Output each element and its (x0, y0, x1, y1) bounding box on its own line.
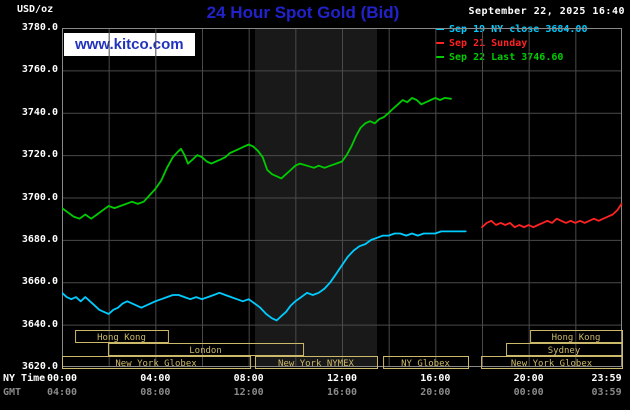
kitco-watermark-link[interactable]: www.kitco.com (64, 33, 195, 56)
legend-label: Sep 22 Last 3746.60 (449, 51, 564, 63)
session-box (254, 356, 378, 369)
x-axis-tick-label-ny: 08:00 (233, 373, 264, 384)
legend-dash-icon (436, 42, 444, 44)
y-axis-tick-label: 3760.0 (21, 64, 58, 76)
session-label: Sydney (548, 346, 581, 356)
plot-border (62, 28, 622, 367)
x-axis-timezone-label-ny: NY Time (3, 373, 46, 384)
session-label: New York Globex (511, 359, 593, 369)
x-axis-tick-label-gmt: 00:00 (513, 387, 544, 398)
y-axis-tick-label: 3700.0 (21, 191, 58, 203)
x-axis-tick-label-gmt: 03:59 (591, 387, 622, 398)
x-axis-labels-gmt: 04:00 08:00 12:00 16:00 20:00 00:00 03:59 (0, 387, 630, 399)
x-axis-tick-label-ny: 20:00 (513, 373, 544, 384)
y-axis-tick-label: 3780.0 (21, 22, 58, 33)
session-box (506, 343, 623, 356)
session-label: New York NYMEX (278, 359, 354, 369)
x-axis-labels-ny: 00:00 04:00 08:00 12:00 16:00 20:00 23:59 (0, 373, 630, 385)
session-label: Hong Kong (552, 333, 601, 343)
session-box (530, 330, 623, 343)
plot-area: Hong Kong Hong Kong London Sydney New York G… (62, 28, 623, 369)
x-axis-tick-label-ny: 12:00 (326, 373, 358, 384)
x-axis-tick-label-gmt: 16:00 (326, 387, 358, 398)
x-axis-tick-label-gmt: 08:00 (140, 387, 171, 398)
price-line-sep22 (62, 97, 452, 220)
price-line-sep21 (481, 202, 623, 229)
x-axis-tick-label-gmt: 04:00 (46, 387, 78, 398)
session-box (62, 356, 252, 369)
x-axis-tick-label-ny: 16:00 (420, 373, 451, 384)
y-axis-tick-label: 3680.0 (21, 233, 58, 245)
y-axis-tick-label: 3620.0 (21, 361, 58, 372)
legend-dash-icon (436, 56, 444, 58)
x-axis-tick-label-gmt: 12:00 (233, 387, 264, 398)
x-axis-tick-label-ny: 00:00 (46, 373, 78, 384)
y-axis-tick-label: 3640.0 (21, 318, 58, 330)
y-axis-tick-label: 3740.0 (21, 106, 58, 118)
session-box (481, 356, 623, 369)
session-box (107, 343, 305, 356)
session-label: NY Globex (401, 359, 450, 369)
session-label: Hong Kong (97, 333, 146, 343)
session-box (383, 356, 470, 369)
legend-item-sep21: Sep 21 Sunday (436, 36, 587, 50)
chart-datetime: September 22, 2025 16:40 (468, 6, 625, 17)
x-axis-timezone-label-gmt: GMT (3, 387, 22, 398)
legend-label: Sep 21 Sunday (449, 37, 528, 49)
session-label: London (189, 346, 222, 356)
chart-title: 24 Hour Spot Gold (Bid) (206, 3, 400, 22)
x-axis-tick-label-ny: 23:59 (591, 373, 622, 384)
y-axis-tick-label: 3660.0 (21, 276, 58, 288)
legend-item-sep22: Sep 22 Last 3746.60 (436, 50, 587, 64)
x-axis-tick-label-ny: 04:00 (140, 373, 171, 384)
session-label: New York Globex (115, 359, 197, 369)
y-axis-unit-label: USD/oz (17, 4, 54, 15)
session-box (75, 330, 169, 343)
x-axis-tick-label-gmt: 20:00 (420, 387, 451, 398)
y-axis-tick-label: 3720.0 (21, 149, 58, 161)
price-line-sep19 (62, 230, 467, 322)
